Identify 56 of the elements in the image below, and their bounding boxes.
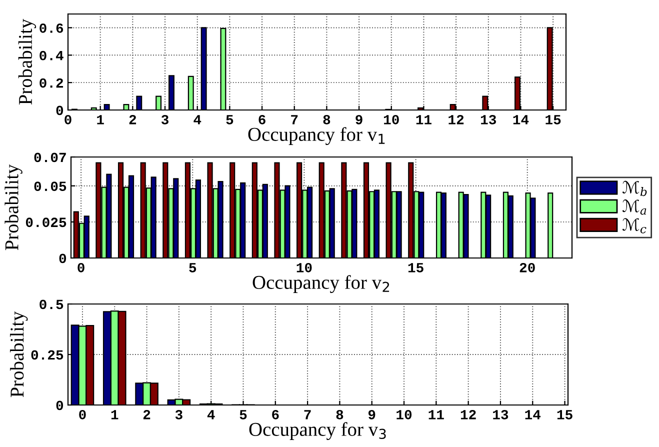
y-tick-label: 0 [59, 254, 66, 264]
x-tick-label: 7 [291, 115, 298, 124]
x-tick-label: 13 [493, 410, 508, 420]
x-tick-label: 10 [384, 114, 399, 124]
x-tick-label: 3 [175, 410, 182, 420]
y-tick-label: 0 [56, 106, 64, 116]
x-tick-label: 10 [396, 410, 412, 420]
y-tick-label: 0.6 [40, 23, 64, 33]
x-tick-label: 11 [428, 410, 444, 420]
y-tick-label: 0.4 [40, 50, 64, 60]
y-tick-label: 0.2 [40, 78, 64, 88]
y-tick-label: 0.25 [31, 350, 64, 360]
x-tick-label: 1 [111, 410, 118, 420]
x-tick-label: 4 [207, 410, 215, 420]
x-tick-label: 2 [129, 114, 136, 124]
y-tick-label: 0.5 [40, 300, 64, 310]
x-axis-title: Occupancy for v$_{1}$ [248, 127, 385, 145]
x-tick-label: 5 [240, 410, 247, 420]
x-tick-label: 9 [356, 114, 362, 124]
x-tick-label: 2 [143, 410, 150, 420]
x-tick-label: 15 [546, 115, 561, 124]
x-tick-label: 1 [97, 115, 104, 124]
legend-label: ℳ$_{b}$ [622, 180, 647, 196]
y-tick-label: 0.07 [34, 152, 66, 162]
x-tick-label: 15 [557, 410, 572, 420]
y-tick-label: 0.025 [26, 218, 66, 228]
x-tick-label: 5 [226, 115, 234, 124]
y-axis-title: Probability [18, 18, 36, 105]
x-tick-label: 0 [78, 262, 84, 272]
x-tick-label: 14 [525, 410, 541, 420]
x-tick-label: 6 [258, 114, 266, 124]
legend-label: ℳ$_{c}$ [622, 218, 646, 234]
y-tick-label: 0 [56, 400, 64, 410]
legend-label: ℳ$_{a}$ [622, 199, 646, 215]
x-tick-label: 5 [189, 263, 196, 272]
x-tick-label: 3 [161, 114, 168, 124]
x-tick-label: 8 [323, 114, 330, 124]
y-axis-title: Probability [10, 311, 28, 398]
x-tick-label: 12 [460, 410, 476, 420]
x-axis-title: Occupancy for v$_{2}$ [252, 275, 390, 293]
x-tick-label: 12 [448, 114, 464, 124]
x-tick-label: 4 [194, 115, 202, 124]
x-tick-label: 11 [416, 115, 432, 124]
y-tick-label: 0.05 [34, 182, 66, 192]
x-tick-label: 10 [296, 262, 312, 272]
x-tick-label: 9 [368, 410, 376, 420]
x-tick-label: 7 [304, 410, 311, 420]
x-tick-label: 8 [336, 410, 344, 420]
x-tick-label: 20 [520, 262, 535, 272]
x-tick-label: 14 [513, 115, 529, 124]
x-tick-label: 6 [272, 410, 279, 420]
x-tick-label: 0 [79, 410, 86, 420]
y-axis-title: Probability [4, 164, 22, 250]
x-axis-title: Occupancy for v$_{3}$ [249, 422, 386, 440]
x-tick-label: 13 [480, 114, 496, 124]
x-tick-label: 15 [408, 263, 424, 272]
